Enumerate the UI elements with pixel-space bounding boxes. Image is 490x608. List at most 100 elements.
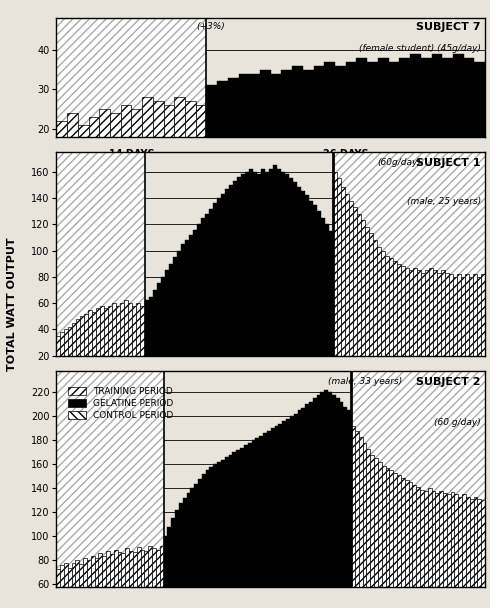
Bar: [194, 483, 198, 608]
Bar: [260, 70, 270, 208]
Bar: [420, 489, 424, 608]
Bar: [202, 474, 206, 608]
Bar: [69, 326, 73, 382]
Bar: [125, 548, 129, 608]
Bar: [347, 410, 351, 608]
Bar: [183, 498, 187, 608]
Bar: [141, 306, 145, 382]
Bar: [142, 18, 153, 137]
Bar: [477, 277, 481, 382]
Bar: [200, 218, 205, 382]
Bar: [458, 371, 462, 587]
Bar: [345, 194, 349, 382]
Bar: [122, 553, 125, 608]
Bar: [433, 271, 437, 382]
Bar: [481, 274, 485, 382]
Bar: [172, 257, 176, 382]
Bar: [97, 152, 100, 356]
Bar: [99, 109, 110, 208]
Bar: [349, 152, 353, 356]
Bar: [121, 18, 131, 137]
Bar: [477, 371, 481, 587]
Bar: [251, 440, 255, 608]
Bar: [309, 402, 313, 608]
Bar: [365, 227, 369, 382]
Bar: [324, 390, 328, 608]
Bar: [353, 152, 357, 356]
Bar: [421, 58, 432, 208]
Bar: [185, 102, 196, 208]
Bar: [397, 371, 401, 587]
Bar: [239, 74, 249, 208]
Bar: [124, 300, 128, 382]
Bar: [76, 319, 80, 382]
Bar: [164, 536, 168, 608]
Bar: [449, 152, 453, 356]
Bar: [305, 195, 309, 382]
Bar: [259, 435, 263, 608]
Bar: [373, 240, 377, 382]
Bar: [97, 308, 100, 382]
Bar: [462, 371, 466, 587]
Bar: [145, 300, 148, 382]
Bar: [56, 336, 60, 382]
Bar: [137, 371, 141, 587]
Bar: [102, 371, 106, 587]
Bar: [401, 371, 405, 587]
Bar: [303, 70, 314, 208]
Bar: [413, 268, 417, 382]
Text: 26 DAYS: 26 DAYS: [323, 149, 368, 159]
Bar: [93, 152, 97, 356]
Bar: [393, 473, 397, 608]
Bar: [270, 429, 274, 608]
Bar: [110, 18, 121, 137]
Bar: [129, 551, 133, 608]
Bar: [131, 109, 142, 208]
Bar: [88, 152, 93, 356]
Bar: [84, 314, 88, 382]
Bar: [341, 187, 345, 382]
Bar: [477, 499, 481, 608]
Bar: [425, 152, 429, 356]
Text: (male, 33 years): (male, 33 years): [328, 378, 402, 386]
Bar: [67, 113, 78, 208]
Bar: [363, 443, 367, 608]
Bar: [451, 492, 455, 608]
Bar: [337, 152, 341, 356]
Bar: [281, 171, 285, 382]
Bar: [108, 306, 112, 382]
Bar: [447, 371, 451, 587]
Bar: [80, 152, 84, 356]
Bar: [164, 18, 174, 137]
Bar: [351, 371, 355, 587]
Bar: [333, 152, 337, 356]
Bar: [367, 449, 370, 608]
Bar: [217, 198, 221, 382]
Bar: [237, 177, 241, 382]
Bar: [301, 408, 305, 608]
Bar: [413, 152, 417, 356]
Text: (60 g/day): (60 g/day): [434, 418, 481, 427]
Bar: [121, 303, 124, 382]
Bar: [205, 214, 209, 382]
Bar: [56, 121, 67, 208]
Bar: [351, 426, 355, 608]
Bar: [171, 519, 175, 608]
Bar: [100, 306, 104, 382]
Bar: [95, 371, 98, 587]
Bar: [453, 152, 457, 356]
Bar: [257, 174, 261, 382]
Bar: [437, 273, 441, 382]
Bar: [332, 395, 336, 608]
Bar: [145, 551, 148, 608]
Bar: [481, 152, 485, 356]
Bar: [83, 371, 87, 587]
Bar: [425, 271, 429, 382]
Text: (male, 25 years): (male, 25 years): [407, 197, 481, 206]
Bar: [213, 465, 217, 608]
Bar: [95, 558, 98, 608]
Bar: [466, 371, 470, 587]
Bar: [174, 97, 185, 208]
Bar: [224, 189, 229, 382]
Bar: [337, 178, 341, 382]
